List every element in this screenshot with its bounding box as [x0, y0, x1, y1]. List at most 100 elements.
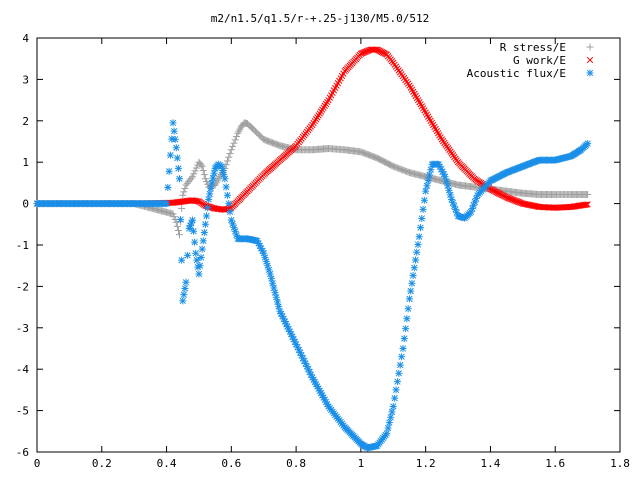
- data-point: [227, 216, 235, 224]
- data-point: [392, 386, 400, 394]
- data-point: [196, 262, 204, 270]
- data-point: [199, 166, 207, 174]
- x-tick-label: 0.2: [92, 457, 112, 470]
- x-tick-label: 1.6: [545, 457, 565, 470]
- data-point: [225, 153, 233, 161]
- data-point: [471, 198, 479, 206]
- data-point: [178, 256, 186, 264]
- data-point: [472, 195, 480, 203]
- data-point: [164, 183, 172, 191]
- data-point: [200, 171, 208, 179]
- data-point: [204, 204, 212, 212]
- data-point: [223, 157, 231, 165]
- data-point: [415, 233, 423, 241]
- data-point: [201, 220, 209, 228]
- series-2: [33, 119, 592, 452]
- data-point: [396, 361, 404, 369]
- data-point: [208, 179, 216, 187]
- data-point: [225, 200, 233, 208]
- data-point: [529, 202, 536, 209]
- data-point: [407, 287, 415, 295]
- x-tick-label: 0: [34, 457, 41, 470]
- data-point: [532, 202, 539, 210]
- data-point: [266, 270, 274, 278]
- data-point: [267, 275, 275, 283]
- legend-marker-acoustic-flux: [586, 69, 594, 77]
- data-point: [519, 200, 526, 207]
- series-0: [33, 119, 592, 239]
- data-point: [170, 127, 178, 135]
- y-tick-label: 0: [22, 198, 29, 211]
- data-point: [182, 278, 190, 286]
- x-tick-label: 1.8: [610, 457, 630, 470]
- data-point: [393, 378, 401, 386]
- data-point: [530, 202, 538, 210]
- data-point: [383, 429, 391, 437]
- data-point: [192, 249, 200, 257]
- data-point: [389, 402, 397, 410]
- data-point: [178, 204, 186, 212]
- data-point: [272, 293, 280, 301]
- data-point: [177, 215, 185, 223]
- data-point: [226, 150, 234, 158]
- data-point: [166, 151, 174, 159]
- data-point: [187, 174, 195, 182]
- data-point: [270, 284, 278, 292]
- data-point: [192, 164, 200, 172]
- x-tick-label: 0.8: [286, 457, 306, 470]
- data-point: [163, 200, 171, 208]
- data-point: [391, 394, 399, 402]
- data-point: [524, 201, 531, 208]
- data-point: [584, 201, 591, 208]
- data-point: [444, 182, 452, 190]
- data-point: [291, 338, 299, 346]
- data-point: [221, 175, 229, 183]
- data-point: [269, 279, 277, 287]
- data-point: [210, 169, 218, 177]
- data-point: [205, 195, 213, 203]
- legend-label-g-work: G work/E: [513, 54, 566, 67]
- data-point: [231, 136, 239, 144]
- legend-label-acoustic-flux: Acoustic flux/E: [467, 67, 566, 80]
- data-point: [583, 201, 590, 208]
- data-point: [230, 224, 238, 232]
- data-point: [174, 164, 182, 172]
- data-point: [403, 315, 411, 323]
- legend-symbol: [586, 69, 594, 77]
- data-point: [584, 190, 592, 198]
- legend-marker-g-work: [586, 56, 594, 64]
- data-point: [398, 353, 406, 361]
- x-tick-label: 0.6: [221, 457, 241, 470]
- data-point: [176, 175, 184, 183]
- data-point: [399, 345, 407, 352]
- data-point: [419, 205, 427, 213]
- data-point: [206, 190, 214, 198]
- legend: R stress/E G work/E Acoustic flux/E: [467, 41, 594, 80]
- data-point: [229, 142, 237, 150]
- data-point: [188, 173, 196, 181]
- data-point: [184, 251, 192, 259]
- data-point: [395, 369, 403, 377]
- data-point: [261, 253, 269, 261]
- data-point: [193, 256, 201, 264]
- data-point: [233, 133, 241, 141]
- y-tick-label: 2: [22, 115, 29, 128]
- data-point: [199, 237, 207, 245]
- data-point: [446, 191, 454, 199]
- data-point: [181, 284, 189, 292]
- data-point: [227, 146, 235, 154]
- data-point: [450, 202, 458, 210]
- data-point: [445, 186, 453, 194]
- legend-symbol: [586, 56, 594, 64]
- data-point: [188, 216, 196, 224]
- data-point: [271, 289, 279, 297]
- y-tick-label: -4: [16, 363, 30, 376]
- chart-title: m2/n1.5/q1.5/r-+.25-j130/M5.0/512: [211, 12, 430, 25]
- x-tick-label: 1.4: [481, 457, 501, 470]
- data-point: [172, 218, 180, 226]
- data-point: [191, 167, 199, 175]
- data-point: [384, 424, 392, 432]
- data-point: [527, 201, 534, 209]
- data-point: [173, 154, 181, 162]
